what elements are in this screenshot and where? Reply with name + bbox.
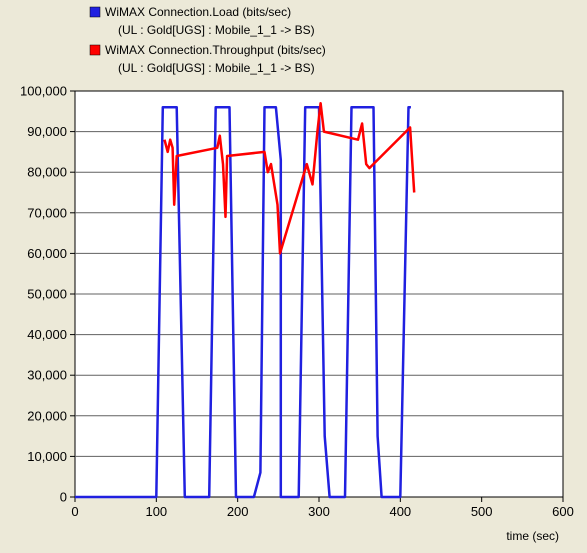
x-tick-label: 600 [552,504,574,519]
y-tick-label: 40,000 [27,327,67,342]
y-tick-label: 70,000 [27,205,67,220]
y-tick-label: 20,000 [27,408,67,423]
legend: WiMAX Connection.Load (bits/sec) (UL : G… [89,5,326,75]
legend-sublabel-throughput: (UL : Gold[UGS] : Mobile_1_1 -> BS) [118,61,315,75]
x-tick-label: 500 [471,504,493,519]
y-tick-label: 80,000 [27,165,67,180]
y-tick-label: 30,000 [27,368,67,383]
y-tick-label: 0 [60,490,67,505]
x-tick-label: 300 [308,504,330,519]
y-tick-label: 60,000 [27,246,67,261]
x-axis-label: time (sec) [506,529,559,543]
x-tick-label: 400 [389,504,411,519]
axis-ticks: 0 10,000 20,000 30,000 40,000 50,000 60,000 70,… [20,84,574,520]
legend-sublabel-load: (UL : Gold[UGS] : Mobile_1_1 -> BS) [118,23,315,37]
legend-label-load: WiMAX Connection.Load (bits/sec) [105,5,291,19]
series-line-throughput [163,101,416,255]
x-tick-label: 200 [227,504,249,519]
legend-swatch-throughput [89,44,101,56]
x-tick-label: 100 [145,504,167,519]
series-lines [75,101,416,499]
legend-label-throughput: WiMAX Connection.Throughput (bits/sec) [105,43,326,57]
y-tick-label: 10,000 [27,449,67,464]
x-tick-label: 0 [71,504,78,519]
legend-swatch-load [89,6,101,18]
y-tick-label: 50,000 [27,287,67,302]
series-line-load [75,105,411,499]
y-tick-label: 100,000 [20,84,67,99]
y-tick-label: 90,000 [27,124,67,139]
